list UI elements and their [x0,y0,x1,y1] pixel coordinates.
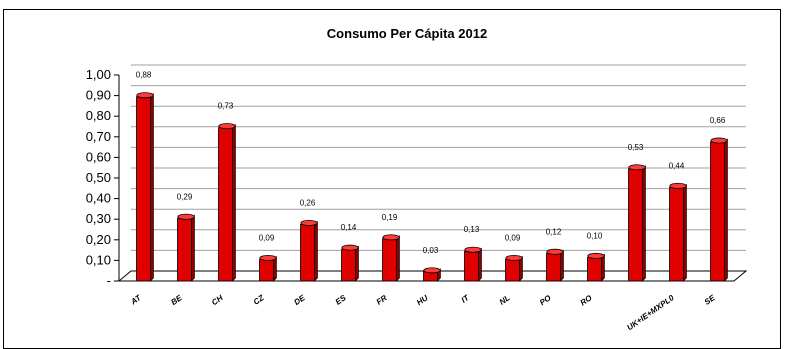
bar [136,92,154,282]
chart-frame: Consumo Per Cápita 2012 - 0,10 0,20 0,30 0,4… [3,9,781,349]
bar [300,219,318,282]
y-axis-ticks: - 0,10 0,20 0,30 0,40 0,50 0,60 0,70 0,80 0,90 1,0… [86,67,119,288]
bar [382,234,400,282]
bar [218,123,236,282]
data-label: 0,10 [587,231,603,240]
data-label: 0,66 [710,116,726,125]
bar [710,137,728,282]
data-label: 0,26 [300,198,316,207]
category-label: HU [415,293,430,307]
category-label: BE [169,293,184,307]
category-label: AT [128,293,143,307]
data-label: 0,88 [136,71,152,80]
category-label: SE [703,293,717,307]
y-tick-label: 0,50 [86,170,111,185]
y-tick-label: 0,60 [86,149,111,164]
category-label: NL [498,293,512,307]
bar-chart: Consumo Per Cápita 2012 - 0,10 0,20 0,30 0,4… [86,26,748,333]
data-label: 0,44 [669,161,685,170]
category-label: PO [538,293,553,307]
bar [628,164,646,282]
y-tick-label: 0,80 [86,108,111,123]
bar [669,182,687,282]
y-tick-label: - [107,273,111,288]
data-label: 0,19 [382,213,398,222]
category-label: RO [579,293,595,308]
bar [259,254,277,282]
data-labels: 0,88 0,29 0,73 0,09 0,26 0,14 0,19 0,03 0,13 0,09… [136,71,726,255]
bar [423,267,441,282]
data-label: 0,53 [628,143,644,152]
category-label: UK+IE+MXPL0 [625,293,676,332]
y-tick-label: 0,40 [86,191,111,206]
y-tick-label: 0,10 [86,252,111,267]
x-axis-categories: AT BE CH CZ DE ES FR HU IT NL PO RO UK+IE+MXPL0 SE [128,293,717,333]
category-label: ES [334,293,348,307]
y-tick-label: 0,20 [86,232,111,247]
data-label: 0,14 [341,223,357,232]
category-label: CH [210,293,225,307]
bar [341,244,359,282]
data-label: 0,12 [546,227,562,236]
bar [464,246,482,282]
data-label: 0,03 [423,246,439,255]
bar [546,248,564,282]
bar [177,213,195,282]
chart-title: Consumo Per Cápita 2012 [327,26,487,41]
bar [505,254,523,282]
y-tick-label: 0,70 [86,129,111,144]
category-label: CZ [252,293,267,307]
data-label: 0,73 [218,102,234,111]
category-label: FR [375,293,389,307]
y-tick-label: 1,00 [86,67,111,82]
data-label: 0,09 [505,233,521,242]
data-label: 0,13 [464,225,480,234]
y-tick-label: 0,90 [86,88,111,103]
bar [587,252,605,282]
bars [136,92,728,282]
data-label: 0,09 [259,233,275,242]
data-label: 0,29 [177,192,193,201]
category-label: DE [292,293,307,307]
category-label: IT [460,293,472,305]
y-tick-label: 0,30 [86,211,111,226]
